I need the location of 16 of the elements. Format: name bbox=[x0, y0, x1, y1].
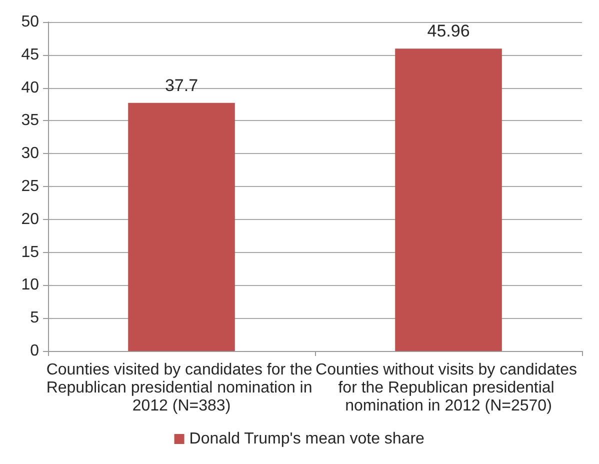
legend-label: Donald Trump's mean vote share bbox=[189, 430, 425, 448]
y-tick-label: 25 bbox=[21, 178, 40, 195]
data-label: 45.96 bbox=[427, 22, 470, 41]
y-tick-label: 5 bbox=[30, 310, 40, 327]
data-label: 37.7 bbox=[164, 76, 198, 95]
y-tick-label: 20 bbox=[21, 210, 40, 228]
x-tick-label: Counties without visits by candidates for the Republican presidential nomination in 2012 (N=2570) bbox=[316, 362, 582, 414]
y-tick-label: 0 bbox=[30, 342, 40, 360]
y-tick-label: 50 bbox=[21, 14, 40, 30]
y-tick-label: 35 bbox=[21, 112, 40, 130]
y-tick-label: 10 bbox=[21, 276, 40, 294]
y-tick-label: 45 bbox=[21, 46, 40, 64]
y-tick-label: 30 bbox=[21, 145, 40, 162]
y-tick-label: 15 bbox=[21, 244, 40, 261]
x-tick-label: Counties visited by candidates for the Republican presidential nomination in 2012 (N=383) bbox=[46, 362, 317, 414]
y-tick-label: 40 bbox=[21, 79, 40, 96]
